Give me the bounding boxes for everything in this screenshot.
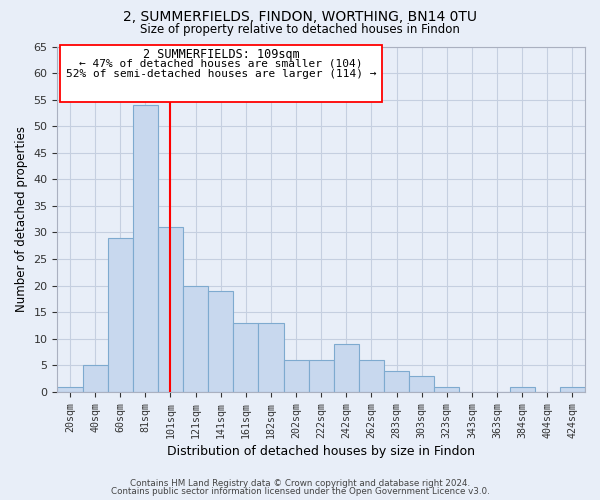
Bar: [208, 291, 233, 392]
Y-axis label: Number of detached properties: Number of detached properties: [15, 126, 28, 312]
FancyBboxPatch shape: [60, 45, 382, 102]
Text: 52% of semi-detached houses are larger (114) →: 52% of semi-detached houses are larger (…: [66, 69, 376, 79]
Bar: [233, 323, 259, 392]
Bar: [58, 386, 83, 392]
Text: 2, SUMMERFIELDS, FINDON, WORTHING, BN14 0TU: 2, SUMMERFIELDS, FINDON, WORTHING, BN14 …: [123, 10, 477, 24]
Text: Contains public sector information licensed under the Open Government Licence v3: Contains public sector information licen…: [110, 487, 490, 496]
Bar: [434, 386, 460, 392]
X-axis label: Distribution of detached houses by size in Findon: Distribution of detached houses by size …: [167, 444, 475, 458]
Bar: [509, 386, 535, 392]
Bar: [158, 227, 183, 392]
Text: Size of property relative to detached houses in Findon: Size of property relative to detached ho…: [140, 22, 460, 36]
Bar: [183, 286, 208, 392]
Bar: [384, 370, 409, 392]
Bar: [284, 360, 308, 392]
Bar: [133, 105, 158, 392]
Bar: [259, 323, 284, 392]
Bar: [409, 376, 434, 392]
Bar: [83, 366, 107, 392]
Bar: [308, 360, 334, 392]
Text: Contains HM Land Registry data © Crown copyright and database right 2024.: Contains HM Land Registry data © Crown c…: [130, 478, 470, 488]
Bar: [107, 238, 133, 392]
Text: ← 47% of detached houses are smaller (104): ← 47% of detached houses are smaller (10…: [79, 58, 363, 68]
Text: 2 SUMMERFIELDS: 109sqm: 2 SUMMERFIELDS: 109sqm: [143, 48, 299, 61]
Bar: [359, 360, 384, 392]
Bar: [560, 386, 585, 392]
Bar: [334, 344, 359, 392]
